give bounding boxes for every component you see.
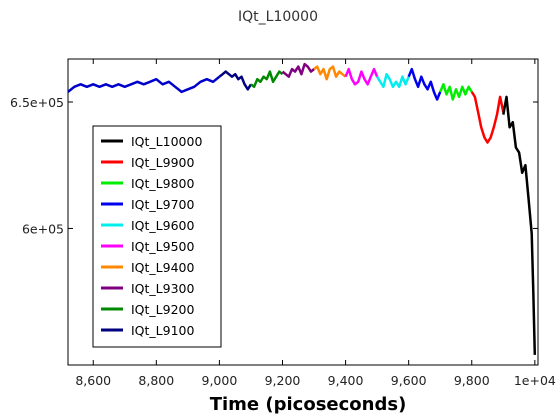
x-tick-label: 1e+04 [514,373,556,388]
series-line-1 [470,91,505,144]
x-tick-label: 9,000 [202,373,238,388]
x-axis: 8,600 8,800 9,000 9,200 9,400 9,600 9,800 1e+04 [75,59,556,388]
legend-label: IQt_L9600 [131,218,194,233]
series-line-5 [344,67,379,86]
series-line-8 [250,70,284,89]
y-tick-label: 6.5e+05 [10,95,64,110]
legend-label: IQt_L9100 [131,323,194,338]
legend-label: IQt_L9400 [131,260,194,275]
y-axis: 6e+05 6.5e+05 [10,95,538,236]
legend-label: IQt_L9900 [131,155,194,170]
legend-label: IQt_L9800 [131,176,194,191]
x-tick-label: 9,600 [391,373,427,388]
series-line-6 [313,65,347,81]
chart-title: IQt_L10000 [238,9,318,25]
series-line-2 [439,83,473,101]
series-line-4 [376,72,410,89]
x-tick-label: 8,800 [138,373,174,388]
x-tick-label: 9,400 [328,373,364,388]
series-line-7 [281,62,315,78]
x-tick-label: 8,600 [75,373,111,388]
series-line-3 [407,67,442,101]
series-line-10 [67,75,221,94]
legend-label: IQt_L9300 [131,281,194,296]
legend-label: IQt_L10000 [131,134,202,149]
legend-label: IQt_L9700 [131,197,194,212]
legend-label: IQt_L9500 [131,239,194,254]
series-line-0 [502,95,537,355]
legend-label: IQt_L9200 [131,302,194,317]
series-layer [67,62,537,355]
x-axis-title: Time (picoseconds) [210,394,407,415]
series-line-9 [218,70,253,91]
x-tick-label: 9,200 [265,373,301,388]
y-tick-label: 6e+05 [22,221,64,236]
x-tick-label: 9,800 [454,373,490,388]
legend: IQt_L10000 IQt_L9900 IQt_L9800 IQt_L9700 IQt… [92,125,222,348]
